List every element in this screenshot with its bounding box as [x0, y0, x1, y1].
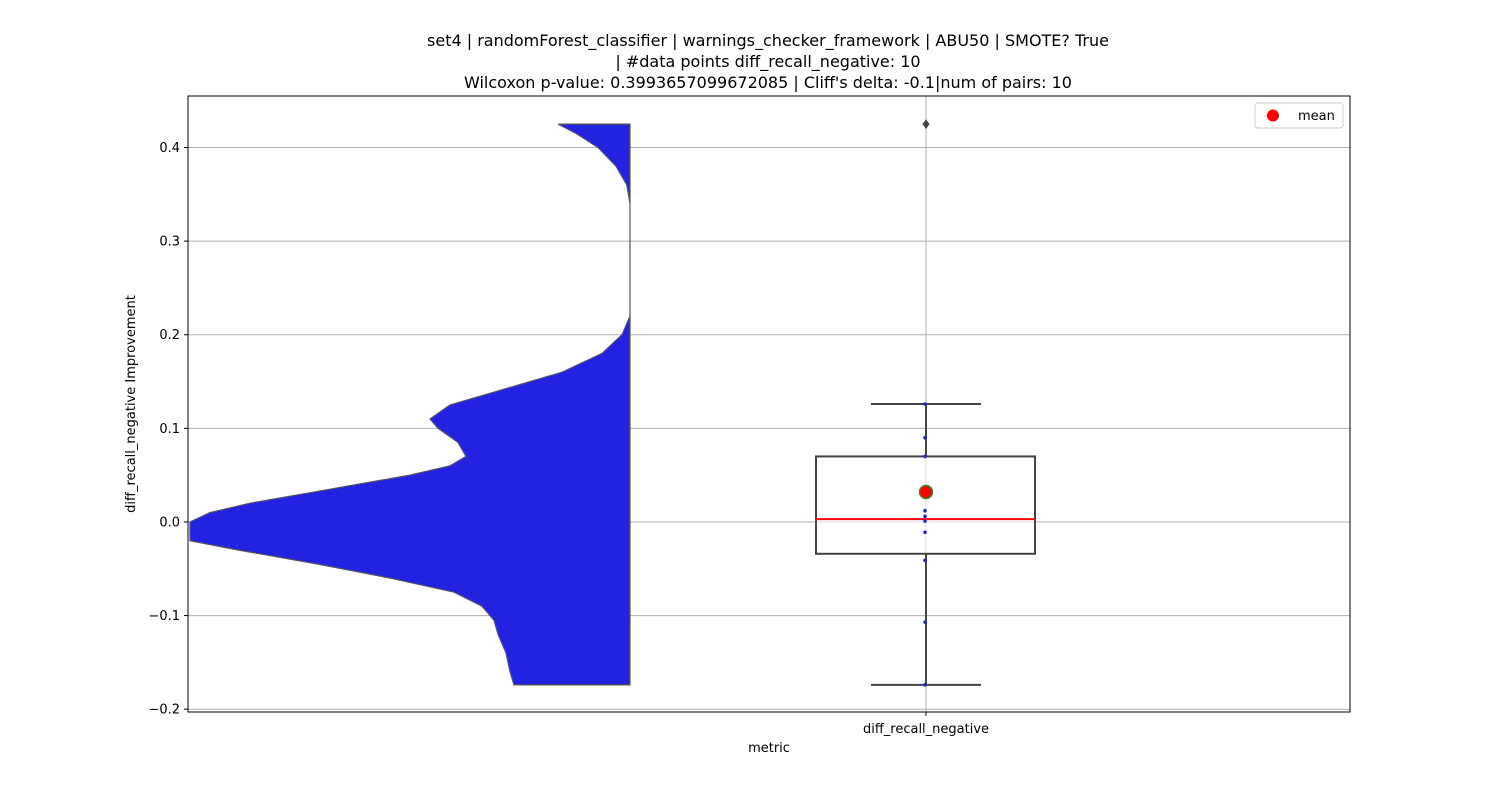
mean-marker [918, 484, 934, 500]
y-tick-label-3: 0.1 [159, 422, 180, 437]
data-point-6 [923, 530, 927, 535]
data-point-8 [923, 620, 927, 624]
grid-lines [188, 96, 1350, 712]
data-point-9 [923, 683, 927, 687]
x-tick-label-0: diff_recall_negative [863, 722, 989, 737]
legend-mean-label: mean [1298, 109, 1335, 124]
data-point-2 [923, 454, 927, 459]
data-points [918, 402, 934, 687]
violin-body [189, 123, 631, 686]
plot-frame [187, 95, 1351, 713]
outlier-marker-0 [922, 119, 930, 130]
data-point-7 [923, 558, 927, 563]
data-point-5 [923, 519, 927, 523]
chart-title: set4 | randomForest_classifier | warning… [427, 31, 1109, 92]
violin-plot [189, 123, 631, 686]
box-iqr [815, 455, 1036, 555]
y-axis-label: diff_recall_negative Improvement [124, 295, 139, 513]
data-point-0 [923, 402, 927, 406]
x-axis-label: metric [748, 741, 790, 756]
legend: mean [1254, 102, 1344, 129]
y-tick-label-4: 0.2 [159, 328, 180, 343]
axis-ticks: −0.2 −0.1 0.0 0.1 0.2 0.3 0.4 diff_recall_negat… [148, 141, 989, 737]
title-line-2: | #data points diff_recall_negative: 10 [615, 52, 920, 72]
y-tick-label-5: 0.3 [159, 235, 180, 250]
title-line-1: set4 | randomForest_classifier | warning… [427, 31, 1109, 51]
title-line-3: Wilcoxon p-value: 0.3993657099672085 | C… [464, 73, 1072, 92]
y-tick-label-1: −0.1 [148, 609, 180, 624]
y-tick-label-0: −0.2 [148, 703, 180, 718]
data-point-4 [923, 514, 927, 519]
data-point-3 [923, 508, 927, 513]
y-tick-label-2: 0.0 [159, 515, 180, 530]
y-tick-label-6: 0.4 [159, 141, 180, 156]
data-point-1 [923, 435, 927, 440]
box-plot [815, 119, 1036, 686]
legend-box [1254, 102, 1344, 129]
legend-mean-marker [1267, 109, 1279, 122]
